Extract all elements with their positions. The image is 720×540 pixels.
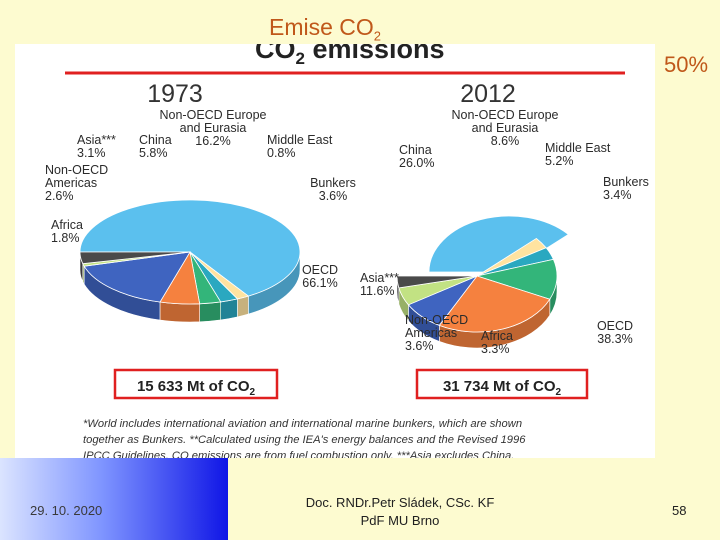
slide-title-text: Emise CO (268, 14, 374, 40)
pie-1973-wall-africa (237, 295, 249, 318)
label-2012-africa: Africa 3.3% (481, 329, 513, 356)
total-1973-label: 15 633 Mt of CO2 (137, 378, 256, 398)
emissions-chart-svg: CO2 emissions 1973 2012 OECD 66.1% Africa 1… (45, 34, 649, 462)
percent-note: 50% (664, 52, 709, 77)
pie-1973-slice-bunkers (79, 251, 191, 265)
slide-title: Emise CO2 (0, 14, 650, 44)
label-1973-bunkers: Bunkers 3.6% (310, 176, 356, 203)
footer-date: 29. 10. 2020 (30, 503, 103, 518)
label-1973-non-oecd-americas: Non-OECD Americas 2.6% (45, 163, 108, 203)
pie-2012-slice-china (438, 275, 551, 333)
pie-1973-slice-non-oecd-europe-and-eurasia (83, 251, 191, 303)
slide-title-subscript: 2 (373, 28, 382, 44)
label-2012-asia: Asia*** 11.6% (360, 271, 399, 298)
label-2012-non-oecd-europe-and-eurasia: Non-OECD Europe and Eurasia 8.6% (452, 108, 559, 148)
year-2012-title: 2012 (460, 80, 516, 108)
footer-author-line-2: PdF MU Brno (360, 513, 440, 528)
label-layer: OECD 66.1% Africa 1.8% Non-OECD Americas 2.6% A… (45, 108, 649, 356)
pie-1973-wall-asia (199, 301, 221, 323)
label-1973-china: China 5.8% (139, 133, 172, 160)
label-2012-china: China 26.0% (399, 143, 434, 170)
year-1973-title: 1973 (147, 80, 203, 108)
label-2012-non-oecd-americas: Non-OECD Americas 3.6% (405, 313, 468, 353)
pie-1973-wall-non-oecd-americas (220, 298, 238, 321)
pie-1973-wall-china (159, 301, 200, 323)
total-box-1973 (113, 368, 279, 400)
label-1973-non-oecd-europe-and-eurasia: Non-OECD Europe and Eurasia 16.2% (160, 108, 267, 148)
pie-2012 (396, 215, 570, 349)
label-2012-bunkers: Bunkers 3.4% (603, 175, 649, 202)
pie-layer (79, 199, 570, 349)
pie-2012-slice-bunkers (396, 275, 478, 289)
footer-gradient-band (0, 458, 228, 540)
label-1973-middle-east: Middle East 0.8% (267, 133, 333, 160)
pie-1973 (79, 199, 301, 323)
footnote-line-3: IPCC Guidelines. CO emissions are from f… (83, 450, 514, 458)
footnote-line-2: together as Bunkers. **Calculated using … (83, 434, 526, 446)
label-1973-africa: Africa 1.8% (51, 218, 83, 245)
footer-author-line-1: Doc. RNDr.Petr Sládek, CSc. KF (305, 495, 495, 510)
label-2012-middle-east: Middle East 5.2% (545, 141, 611, 168)
figure-title: CO2 emissions (255, 44, 445, 68)
label-1973-oecd: OECD 66.1% (302, 263, 338, 290)
label-1973-asia: Asia*** 3.1% (77, 133, 116, 160)
pie-2012-slice-oecd (428, 215, 570, 273)
footer-page-number: 58 (672, 503, 687, 518)
label-2012-oecd: OECD 38.3% (597, 319, 633, 346)
emissions-figure: CO2 emissions 1973 2012 OECD 66.1% Africa 1… (15, 34, 655, 462)
footnote-line-1: *World includes international aviation a… (83, 418, 522, 430)
pie-1973-slice-oecd (79, 199, 301, 297)
footer-author: Doc. RNDr.Petr Sládek, CSc. KF PdF MU Brn… (270, 494, 530, 530)
total-box-2012 (415, 368, 589, 400)
total-2012-label: 31 734 Mt of CO2 (443, 378, 562, 398)
